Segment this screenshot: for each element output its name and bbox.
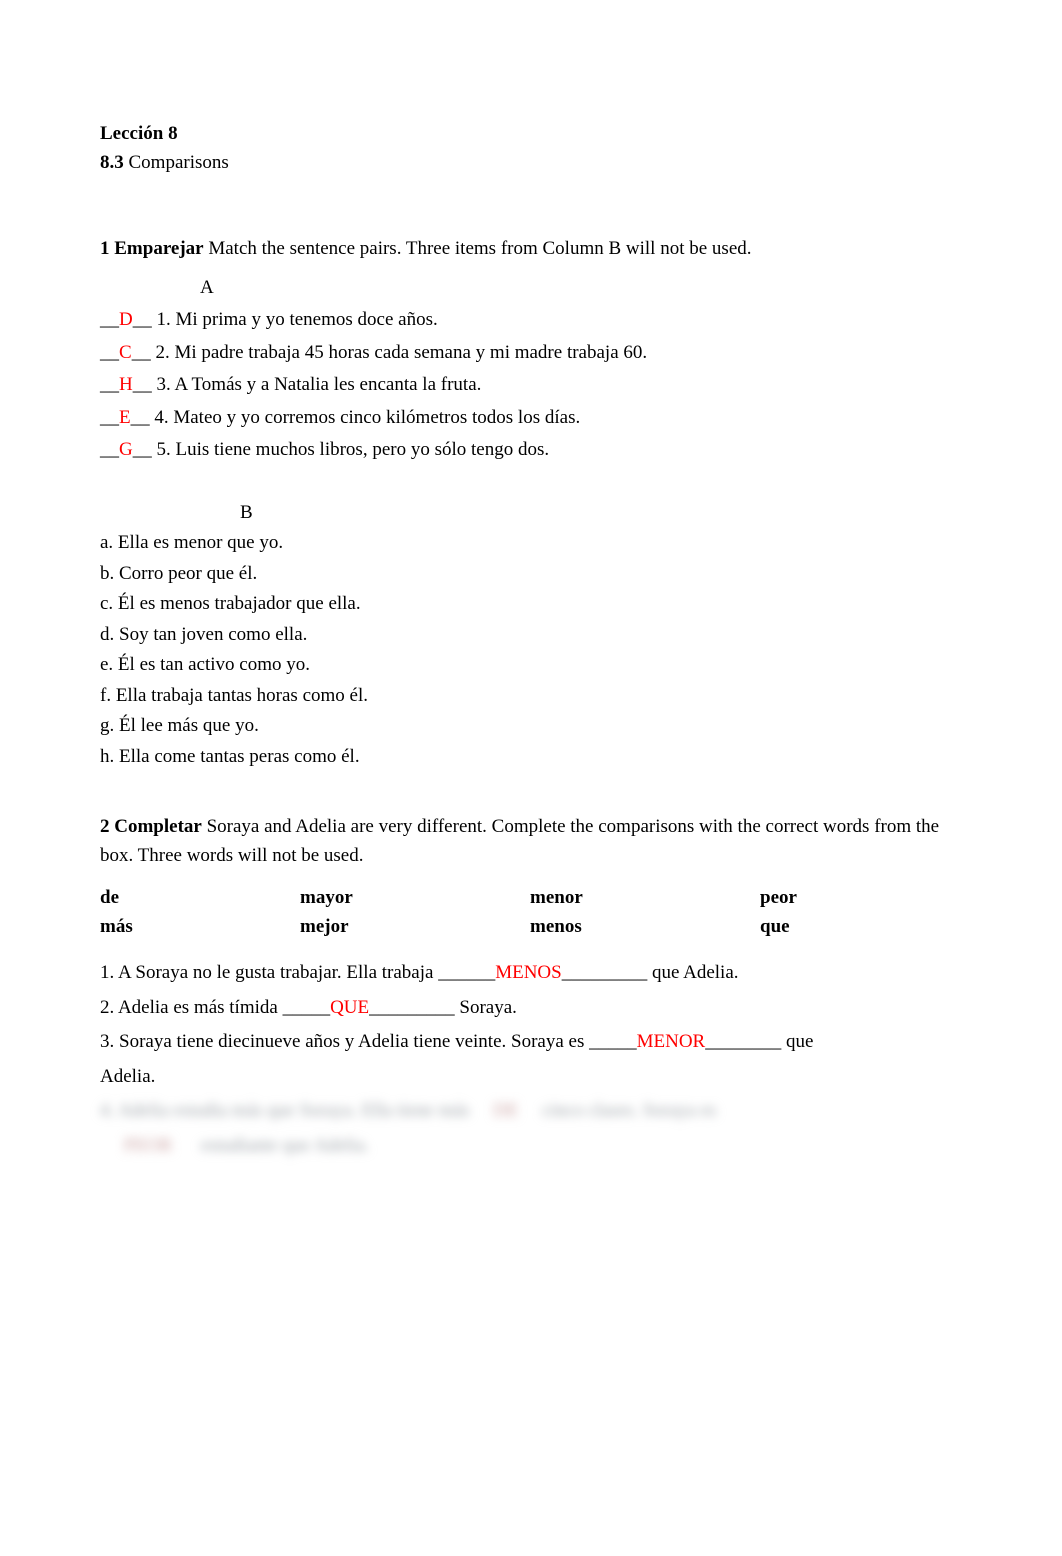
answer: QUE (330, 997, 369, 1018)
ex1-item: __H__ 3. A Tomás y a Natalia les encanta… (100, 371, 962, 400)
col-b-item: c. Él es menos trabajador que ella. (100, 590, 962, 619)
ex1-item: __C__ 2. Mi padre trabaja 45 horas cada … (100, 339, 962, 368)
ex2-header: 2 Completar Soraya and Adelia are very d… (100, 813, 962, 870)
item-text: Mateo y yo corremos cinco kilómetros tod… (173, 407, 580, 428)
ex2-q4-blurred: 4. Adelia estudia más que Soraya. Ella t… (100, 1097, 962, 1126)
ex1-header: 1 Emparejar Match the sentence pairs. Th… (100, 235, 962, 264)
answer: MENOS (495, 962, 562, 983)
q-text: 1. A Soraya no le gusta trabajar. Ella t… (100, 962, 495, 983)
col-b-label: B (100, 499, 962, 528)
blurred-text: estudiante que Adelia. (201, 1135, 369, 1156)
col-b-item: f. Ella trabaja tantas horas como él. (100, 682, 962, 711)
item-text: Luis tiene muchos libros, pero yo sólo t… (175, 439, 549, 460)
answer-letter: H (119, 374, 133, 395)
wordbox-word: menos (530, 913, 760, 942)
item-num: 1. (156, 309, 170, 330)
item-text: A Tomás y a Natalia les encanta la fruta… (174, 374, 481, 395)
lesson-header: Lección 8 8.3 Comparisons (100, 120, 962, 177)
blurred-answer: DE (493, 1100, 518, 1121)
wordbox-word: peor (760, 884, 920, 913)
col-b-item: g. Él lee más que yo. (100, 712, 962, 741)
item-text: Mi padre trabaja 45 horas cada semana y … (174, 342, 647, 363)
blurred-answer: PEOR (124, 1135, 173, 1156)
answer-letter: G (119, 439, 133, 460)
answer: MENOR (637, 1031, 706, 1052)
blurred-text: 4. Adelia estudia más que Soraya. Ella t… (100, 1100, 469, 1121)
wordbox-word: de (100, 884, 300, 913)
col-a-label: A (100, 274, 962, 303)
subsection-title: Comparisons (129, 152, 229, 173)
q-text: ________ que (705, 1031, 813, 1052)
exercise-1: 1 Emparejar Match the sentence pairs. Th… (100, 235, 962, 771)
ex1-instr: Match the sentence pairs. Three items fr… (208, 238, 751, 259)
ex1-item: __E__ 4. Mateo y yo corremos cinco kilóm… (100, 404, 962, 433)
item-num: 4. (154, 407, 168, 428)
wordbox-word: mejor (300, 913, 530, 942)
q-text: 2. Adelia es más tímida _____ (100, 997, 330, 1018)
lesson-title: Lección 8 (100, 120, 962, 149)
ex2-q1: 1. A Soraya no le gusta trabajar. Ella t… (100, 959, 962, 988)
answer-letter: E (119, 407, 131, 428)
item-text: Mi prima y yo tenemos doce años. (175, 309, 437, 330)
col-b-item: e. Él es tan activo como yo. (100, 651, 962, 680)
q-text: _________ Soraya. (369, 997, 517, 1018)
q-text: 3. Soraya tiene diecinueve años y Adelia… (100, 1031, 637, 1052)
ex1-num: 1 (100, 238, 110, 259)
col-b-item: d. Soy tan joven como ella. (100, 621, 962, 650)
ex1-item: __D__ 1. Mi prima y yo tenemos doce años… (100, 306, 962, 335)
wordbox-word: mayor (300, 884, 530, 913)
col-b-item: h. Ella come tantas peras como él. (100, 743, 962, 772)
answer-letter: D (119, 309, 133, 330)
subsection: 8.3 Comparisons (100, 149, 962, 178)
ex1-item: __G__ 5. Luis tiene muchos libros, pero … (100, 436, 962, 465)
col-b-item: b. Corro peor que él. (100, 560, 962, 589)
ex2-num: 2 (100, 816, 110, 837)
item-num: 3. (156, 374, 170, 395)
ex2-instr: Soraya and Adelia are very different. Co… (100, 816, 939, 866)
ex2-title: Completar (114, 816, 202, 837)
wordbox-word: menor (530, 884, 760, 913)
ex2-q3: 3. Soraya tiene diecinueve años y Adelia… (100, 1028, 962, 1057)
subsection-num: 8.3 (100, 152, 124, 173)
ex2-q3-cont: Adelia. (100, 1063, 962, 1092)
item-num: 5. (156, 439, 170, 460)
wordbox-word: que (760, 913, 920, 942)
ex1-title: Emparejar (114, 238, 203, 259)
exercise-2: 2 Completar Soraya and Adelia are very d… (100, 813, 962, 1160)
ex2-q2: 2. Adelia es más tímida _____QUE________… (100, 994, 962, 1023)
answer-letter: C (119, 342, 132, 363)
item-num: 2. (155, 342, 169, 363)
wordbox-col: de más (100, 884, 300, 941)
blurred-text: cinco clases. Soraya es (542, 1100, 716, 1121)
wordbox-word: más (100, 913, 300, 942)
ex2-q4-blurred-cont: PEOR estudiante que Adelia. (100, 1132, 962, 1161)
q-text: Adelia. (100, 1066, 155, 1087)
wordbox-col: mayor mejor (300, 884, 530, 941)
q-text: _________ que Adelia. (562, 962, 739, 983)
wordbox-col: menor menos (530, 884, 760, 941)
wordbox-col: peor que (760, 884, 920, 941)
col-b-item: a. Ella es menor que yo. (100, 529, 962, 558)
word-box: de más mayor mejor menor menos peor que (100, 884, 962, 941)
